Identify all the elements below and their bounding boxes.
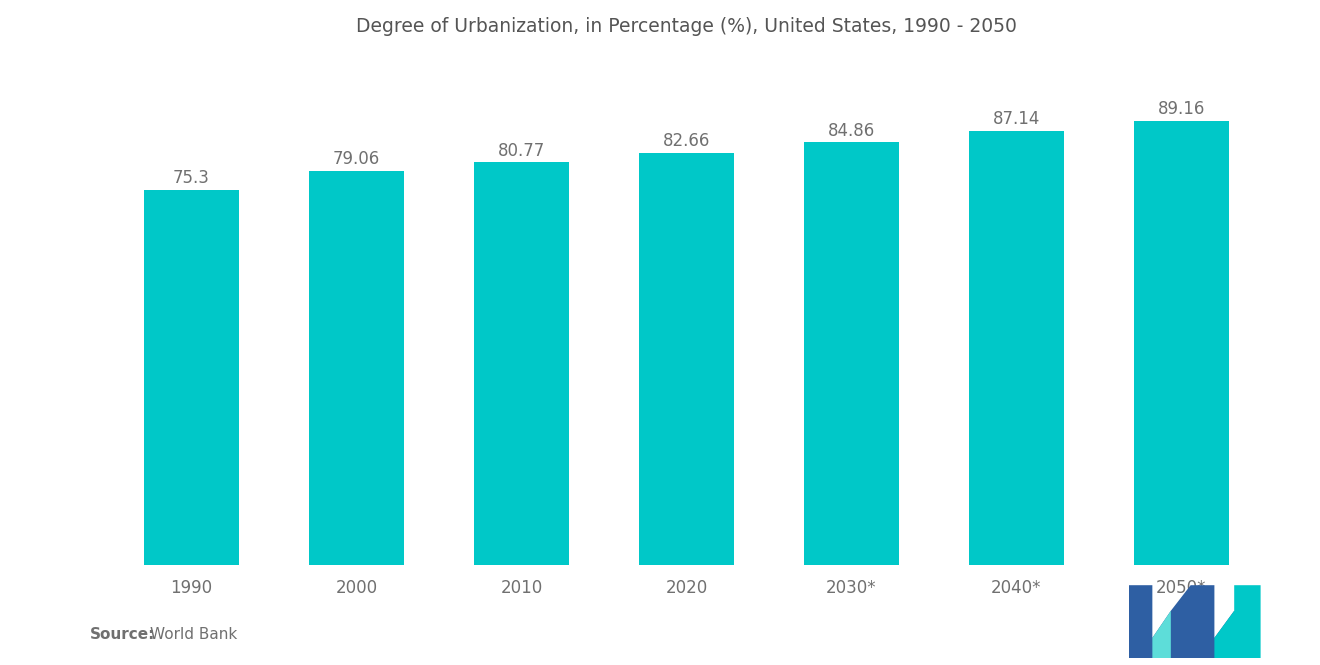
Bar [639, 153, 734, 565]
Text: 79.06: 79.06 [333, 150, 380, 168]
Text: Source:: Source: [90, 626, 156, 642]
Bar [474, 162, 569, 565]
Polygon shape [1152, 610, 1191, 658]
Bar [309, 171, 404, 565]
Bar [144, 190, 239, 565]
Bar [969, 130, 1064, 565]
Text: 84.86: 84.86 [828, 122, 875, 140]
Text: 80.77: 80.77 [498, 142, 545, 160]
Text: 75.3: 75.3 [173, 169, 210, 188]
Polygon shape [1214, 585, 1261, 658]
Text: 82.66: 82.66 [663, 132, 710, 150]
Bar [804, 142, 899, 565]
Text: 89.16: 89.16 [1158, 100, 1205, 118]
Title: Degree of Urbanization, in Percentage (%), United States, 1990 - 2050: Degree of Urbanization, in Percentage (%… [356, 17, 1016, 36]
Polygon shape [1171, 585, 1234, 658]
Text: 87.14: 87.14 [993, 110, 1040, 128]
Bar [1134, 120, 1229, 565]
Polygon shape [1129, 585, 1171, 658]
Text: World Bank: World Bank [150, 626, 238, 642]
